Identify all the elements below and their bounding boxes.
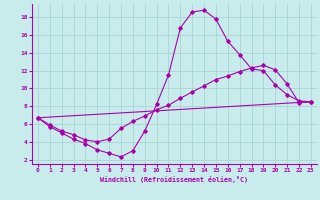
X-axis label: Windchill (Refroidissement éolien,°C): Windchill (Refroidissement éolien,°C) — [100, 176, 248, 183]
